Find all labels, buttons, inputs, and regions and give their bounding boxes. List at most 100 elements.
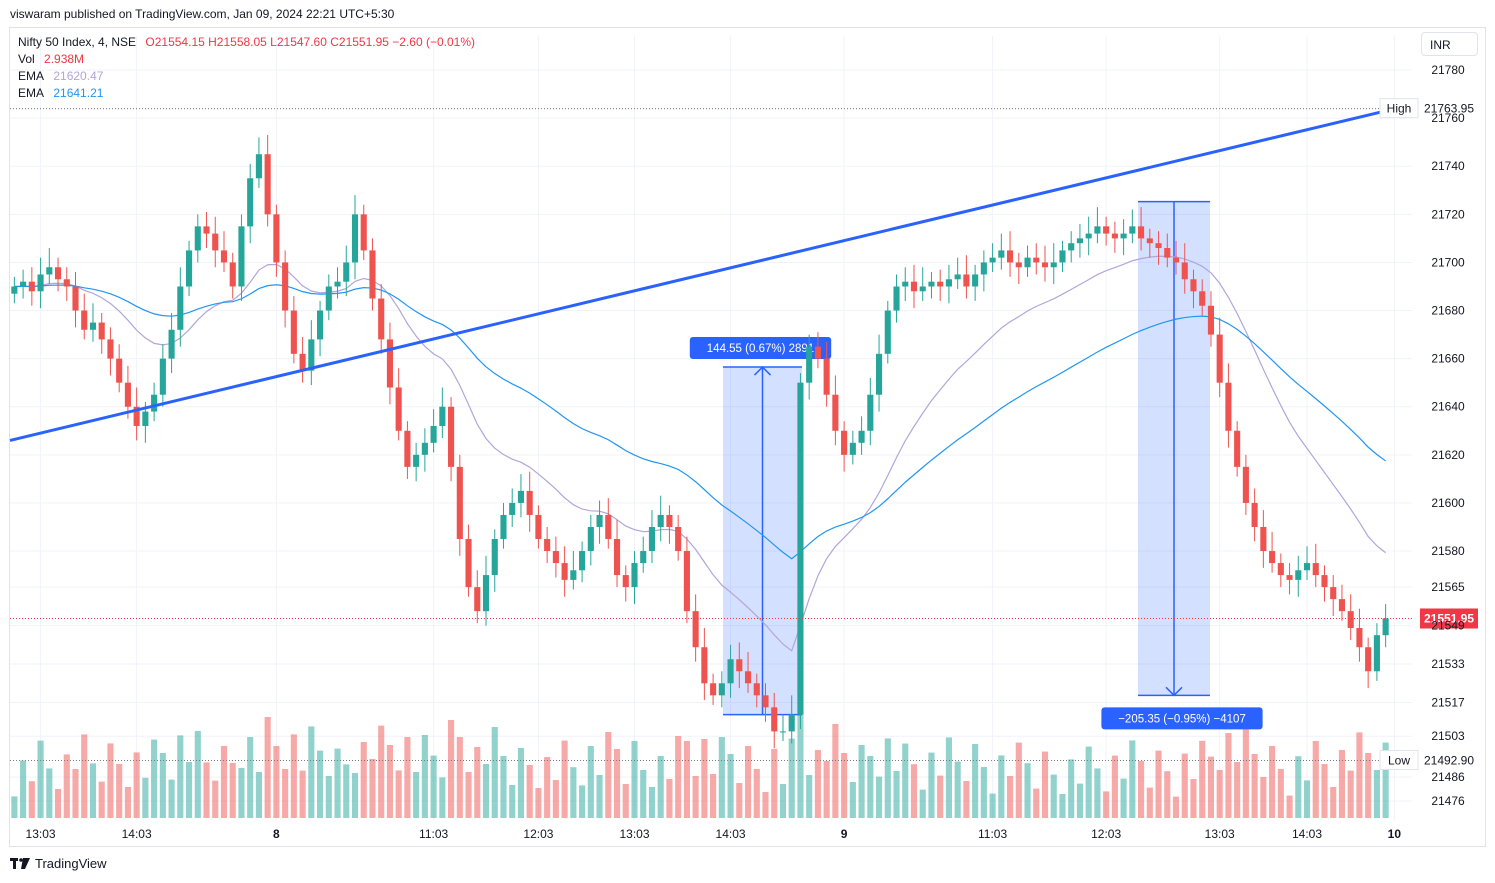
volume-bar	[386, 745, 393, 818]
x-tick-label: 12:03	[523, 827, 553, 841]
volume-bar	[421, 735, 428, 818]
candle-body	[1007, 250, 1014, 263]
volume-bar	[535, 788, 542, 818]
volume-bar	[1382, 742, 1389, 818]
y-tick-label: 21503	[1431, 729, 1465, 743]
y-tick-label: 21580	[1431, 544, 1465, 558]
x-tick-label: 13:03	[1205, 827, 1235, 841]
candle-body	[185, 250, 193, 287]
volume-bar	[867, 756, 874, 818]
candle-body	[797, 382, 804, 715]
volume-bar	[1242, 725, 1249, 818]
candle-body	[159, 358, 166, 395]
candle-body	[1190, 279, 1197, 292]
y-tick-label: 21680	[1431, 304, 1465, 318]
candle-body	[1216, 334, 1223, 383]
candle-body	[20, 281, 27, 287]
volume-bar	[229, 763, 236, 818]
volume-bar	[657, 756, 664, 818]
candle-body	[1373, 635, 1380, 672]
volume-bar	[683, 741, 690, 818]
volume-bar	[692, 776, 699, 818]
volume-bar	[849, 782, 856, 818]
chart-legend: Nifty 50 Index, 4, NSE O21554.15 H21558.…	[18, 34, 475, 102]
volume-bar	[500, 756, 507, 818]
candle-body	[544, 539, 551, 552]
y-tick-label: 21760	[1431, 111, 1465, 125]
symbol-name[interactable]: Nifty 50 Index, 4, NSE	[18, 35, 137, 49]
candle-body	[1251, 502, 1258, 527]
footer-brand[interactable]: TradingView	[10, 856, 107, 871]
y-tick-label: 21476	[1431, 794, 1465, 808]
candle-body	[264, 154, 271, 215]
y-tick-label: 21780	[1431, 63, 1465, 77]
volume-bar	[343, 764, 350, 818]
currency-button[interactable]: INR	[1421, 32, 1478, 56]
ema-slow-line	[14, 284, 1386, 560]
candle-body	[1094, 226, 1101, 234]
candle-body	[1024, 257, 1031, 268]
footer-brand-label: TradingView	[35, 856, 107, 871]
volume-bar	[1277, 769, 1284, 818]
volume-bar	[203, 762, 210, 818]
candle-body	[910, 281, 918, 292]
volume-bar	[718, 737, 725, 818]
candle-body	[509, 502, 516, 515]
price-level-tag-bg	[1379, 749, 1419, 770]
candle-body	[308, 339, 315, 371]
volume-bar	[937, 775, 944, 818]
volume-bar	[622, 784, 629, 818]
candle-body	[552, 551, 559, 564]
price-level-value-bg	[1420, 750, 1478, 771]
candle-body	[1172, 257, 1180, 263]
candle-body	[657, 514, 664, 527]
candle-body	[430, 425, 437, 443]
candle-body	[806, 346, 813, 383]
volume-bar	[1085, 746, 1092, 818]
volume-bar	[308, 726, 315, 818]
volume-bar	[613, 749, 621, 818]
x-tick-label: 12:03	[1091, 827, 1121, 841]
ema1-label[interactable]: EMA	[18, 69, 45, 83]
volume-bar	[884, 738, 891, 818]
ema2-label[interactable]: EMA	[18, 86, 45, 100]
ema-lines	[14, 255, 1387, 652]
candle-body	[526, 490, 533, 515]
candle-body	[753, 683, 760, 696]
vol-label[interactable]: Vol	[18, 52, 35, 66]
candle-body	[98, 322, 105, 340]
volume-bar	[1321, 764, 1328, 818]
candle-body	[395, 387, 402, 431]
price-range-label-bg	[1101, 707, 1263, 730]
volume-bar	[814, 750, 821, 818]
volume-bar	[282, 769, 289, 818]
trend-line-segment	[9, 107, 1396, 442]
candle-body	[1085, 233, 1092, 239]
candle-body	[238, 226, 245, 287]
volume-bar	[945, 737, 952, 818]
candle-body	[1181, 262, 1188, 280]
y-tick-label: 21533	[1431, 657, 1465, 671]
volume-bar	[220, 746, 228, 818]
volume-bar	[37, 740, 44, 818]
volume-bar	[640, 770, 647, 818]
y-tick-label: 21600	[1431, 496, 1465, 510]
candle-body	[1347, 611, 1354, 628]
volume-bar	[395, 770, 402, 818]
candle-body	[683, 551, 690, 612]
volume-bar	[299, 770, 306, 818]
volume-bar	[212, 780, 219, 818]
volume-bar	[963, 781, 970, 818]
volume-bar	[1199, 740, 1206, 818]
candle-body	[37, 274, 44, 292]
candle-body	[439, 406, 446, 426]
volume-bar	[762, 792, 769, 818]
chart-frame[interactable]	[9, 27, 1486, 847]
candle-body	[11, 286, 18, 294]
candle-body	[1129, 226, 1136, 234]
volume-bar	[133, 752, 140, 818]
volume-bar	[413, 772, 420, 818]
y-tick-label: 21517	[1431, 696, 1465, 710]
ema2-value: 21641.21	[53, 86, 104, 100]
